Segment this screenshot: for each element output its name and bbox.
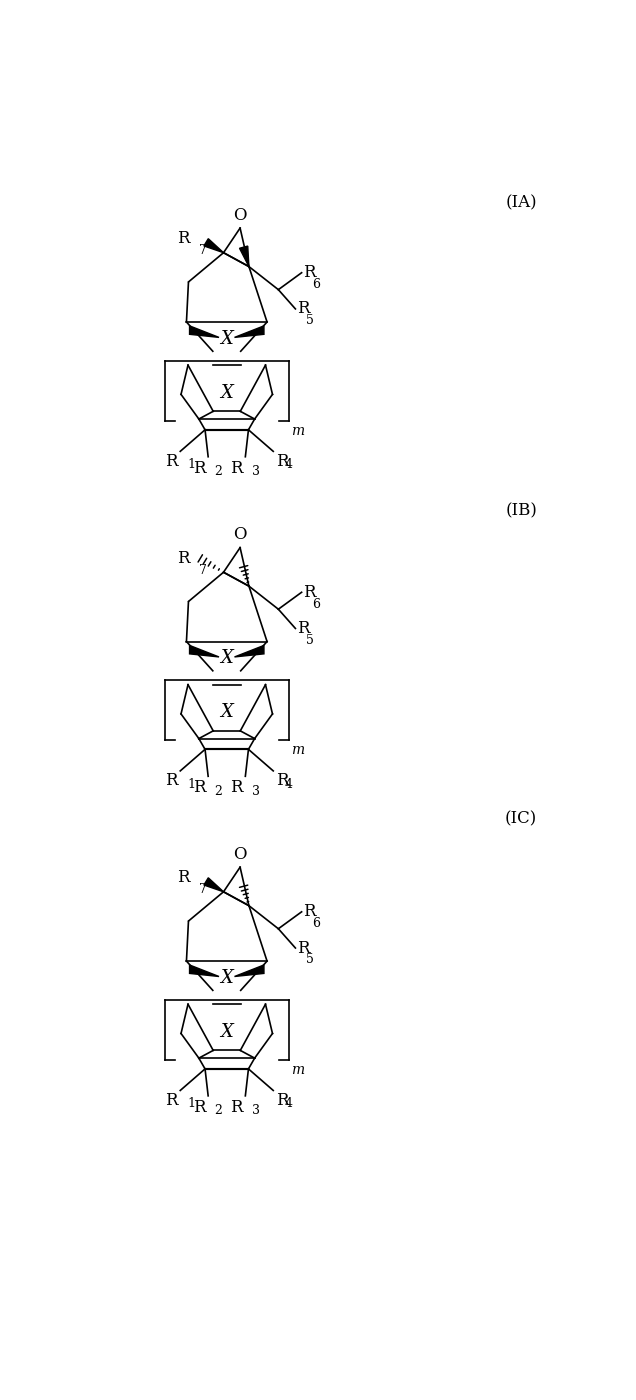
Text: X: X	[220, 384, 233, 402]
Text: 6: 6	[312, 598, 321, 610]
Text: O: O	[233, 526, 247, 543]
Text: 4: 4	[285, 1098, 293, 1110]
Text: R: R	[230, 459, 242, 477]
Text: R: R	[177, 869, 190, 886]
Text: 5: 5	[307, 315, 314, 328]
Text: 6: 6	[312, 279, 321, 291]
Text: R: R	[193, 780, 205, 797]
Text: R: R	[303, 265, 315, 281]
Text: R: R	[177, 550, 190, 567]
Polygon shape	[204, 238, 223, 252]
Text: O: O	[233, 207, 247, 224]
Text: m: m	[291, 743, 304, 757]
Text: R: R	[297, 620, 310, 637]
Text: X: X	[220, 1023, 233, 1042]
Text: R: R	[303, 584, 315, 601]
Text: X: X	[220, 969, 233, 987]
Text: 7: 7	[198, 244, 207, 258]
Polygon shape	[190, 645, 219, 657]
Polygon shape	[190, 965, 219, 977]
Text: 4: 4	[285, 458, 293, 472]
Text: R: R	[165, 1092, 178, 1109]
Text: 7: 7	[198, 883, 207, 896]
Text: R: R	[193, 459, 205, 477]
Polygon shape	[190, 326, 219, 337]
Text: 5: 5	[307, 634, 314, 647]
Text: 7: 7	[198, 564, 207, 577]
Text: O: O	[233, 846, 247, 862]
Polygon shape	[235, 645, 264, 657]
Text: R: R	[165, 454, 178, 470]
Text: R: R	[177, 231, 190, 248]
Text: R: R	[275, 454, 288, 470]
Text: m: m	[291, 424, 304, 438]
Text: (IB): (IB)	[506, 503, 537, 519]
Text: R: R	[230, 780, 242, 797]
Polygon shape	[235, 965, 264, 977]
Text: 2: 2	[214, 1105, 222, 1117]
Text: R: R	[275, 773, 288, 790]
Text: 5: 5	[307, 953, 314, 966]
Polygon shape	[204, 878, 223, 892]
Text: 3: 3	[252, 1105, 259, 1117]
Text: R: R	[275, 1092, 288, 1109]
Text: X: X	[220, 650, 233, 668]
Text: m: m	[291, 1063, 304, 1077]
Text: 2: 2	[214, 785, 222, 798]
Text: 1: 1	[187, 778, 195, 791]
Text: X: X	[220, 330, 233, 349]
Text: R: R	[297, 301, 310, 318]
Polygon shape	[240, 246, 249, 266]
Text: 2: 2	[214, 465, 222, 479]
Text: (IC): (IC)	[505, 811, 537, 827]
Text: X: X	[220, 703, 233, 721]
Text: R: R	[165, 773, 178, 790]
Text: (IA): (IA)	[506, 195, 537, 211]
Polygon shape	[235, 326, 264, 337]
Text: 3: 3	[252, 465, 259, 479]
Text: R: R	[230, 1099, 242, 1116]
Text: 1: 1	[187, 1098, 195, 1110]
Text: 3: 3	[252, 785, 259, 798]
Text: R: R	[297, 939, 310, 956]
Text: 6: 6	[312, 917, 321, 930]
Text: 1: 1	[187, 458, 195, 472]
Text: R: R	[303, 903, 315, 920]
Text: R: R	[193, 1099, 205, 1116]
Text: 4: 4	[285, 778, 293, 791]
